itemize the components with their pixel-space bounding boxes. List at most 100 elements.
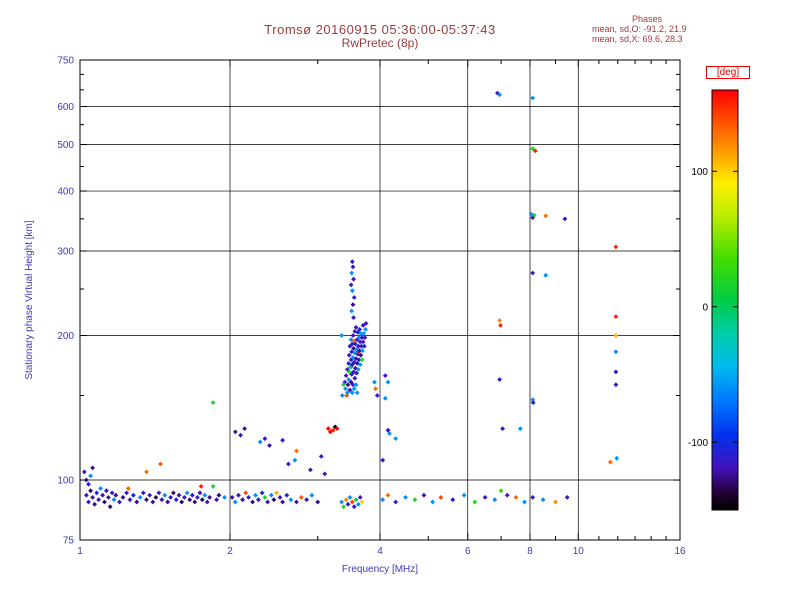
data-point bbox=[360, 348, 365, 354]
svg-text:1: 1 bbox=[77, 546, 83, 557]
data-point bbox=[347, 494, 353, 500]
data-point bbox=[137, 494, 143, 500]
data-point bbox=[351, 315, 357, 321]
data-point bbox=[349, 308, 355, 314]
data-point bbox=[450, 497, 456, 503]
data-point bbox=[170, 490, 176, 496]
gridlines bbox=[80, 60, 680, 540]
data-point bbox=[360, 339, 366, 345]
data-point bbox=[362, 335, 368, 341]
data-point bbox=[421, 492, 427, 498]
data-point bbox=[277, 494, 283, 500]
data-point bbox=[309, 492, 315, 498]
data-point bbox=[165, 499, 171, 505]
data-point bbox=[497, 318, 503, 323]
data-point bbox=[86, 481, 91, 487]
data-point bbox=[351, 295, 357, 300]
data-point bbox=[607, 459, 613, 465]
svg-text:300: 300 bbox=[57, 247, 74, 258]
data-point bbox=[236, 492, 241, 498]
data-point bbox=[613, 244, 619, 250]
data-point bbox=[351, 504, 357, 510]
svg-text:500: 500 bbox=[57, 140, 74, 151]
plot-subtitle: RwPretec (8p) bbox=[341, 36, 419, 50]
axis-ticks: 1 2 4 6 8 10 16 75 100 200 300 400 500 600 750 bbox=[57, 56, 686, 558]
data-point bbox=[430, 499, 436, 505]
data-point bbox=[348, 282, 354, 288]
data-point bbox=[140, 490, 146, 496]
phase-stats-header: Phases bbox=[632, 14, 663, 24]
data-point bbox=[181, 494, 187, 500]
data-point bbox=[189, 492, 195, 498]
data-point bbox=[350, 302, 356, 308]
data-point bbox=[553, 499, 558, 505]
data-point bbox=[242, 426, 248, 432]
data-point bbox=[157, 461, 163, 467]
data-point bbox=[250, 499, 256, 505]
data-point bbox=[257, 439, 263, 445]
data-point bbox=[350, 264, 356, 270]
data-point bbox=[130, 492, 136, 498]
data-point bbox=[202, 492, 208, 498]
data-point bbox=[144, 497, 149, 503]
data-point bbox=[194, 494, 200, 500]
data-point bbox=[113, 492, 119, 498]
data-point bbox=[345, 501, 351, 507]
data-point bbox=[280, 437, 286, 443]
data-point bbox=[517, 426, 523, 432]
svg-text:10: 10 bbox=[573, 546, 585, 557]
data-point bbox=[530, 494, 536, 500]
data-point bbox=[349, 259, 355, 265]
data-point bbox=[382, 395, 388, 401]
data-point bbox=[153, 494, 159, 500]
data-point bbox=[96, 497, 102, 503]
data-point bbox=[497, 377, 503, 382]
data-point bbox=[351, 276, 357, 282]
data-point bbox=[274, 490, 280, 496]
svg-text:8: 8 bbox=[527, 546, 533, 557]
data-point bbox=[150, 499, 156, 505]
data-point bbox=[380, 497, 386, 503]
data-point bbox=[350, 333, 356, 338]
data-point bbox=[267, 443, 272, 448]
data-point bbox=[361, 331, 367, 336]
data-point bbox=[102, 499, 107, 505]
data-point bbox=[500, 426, 506, 432]
data-point bbox=[88, 473, 94, 479]
data-point bbox=[613, 333, 619, 338]
data-point bbox=[352, 375, 358, 381]
data-point bbox=[214, 497, 220, 503]
data-point bbox=[147, 492, 153, 498]
data-point bbox=[159, 497, 165, 503]
colorbar-unit-label: [deg] bbox=[706, 66, 750, 79]
data-point bbox=[294, 448, 299, 454]
data-point bbox=[482, 494, 488, 500]
data-point bbox=[341, 504, 347, 510]
data-point bbox=[498, 322, 503, 328]
data-point bbox=[461, 492, 467, 498]
svg-text:100: 100 bbox=[691, 167, 708, 178]
data-point bbox=[268, 492, 274, 498]
data-point bbox=[363, 326, 368, 332]
data-point bbox=[120, 494, 126, 500]
x-axis-label: Frequency [MHz] bbox=[342, 564, 418, 575]
data-point bbox=[351, 386, 357, 392]
data-point bbox=[259, 490, 265, 496]
data-point bbox=[198, 483, 204, 489]
data-point bbox=[292, 457, 298, 463]
data-point bbox=[90, 465, 96, 471]
data-point bbox=[222, 494, 227, 500]
data-point bbox=[90, 494, 96, 500]
data-point bbox=[355, 501, 361, 507]
colorbar-tick-labels: 100 0 -100 bbox=[688, 167, 738, 449]
phase-stats-o-mode: mean, sd,O: -91.2, 21.9 bbox=[592, 24, 687, 34]
svg-text:16: 16 bbox=[674, 546, 686, 557]
svg-text:0: 0 bbox=[702, 302, 708, 313]
data-point bbox=[614, 455, 620, 461]
data-point bbox=[207, 494, 213, 500]
data-point bbox=[83, 492, 89, 498]
data-point bbox=[373, 386, 379, 392]
data-point bbox=[284, 492, 290, 498]
data-point bbox=[354, 390, 360, 396]
